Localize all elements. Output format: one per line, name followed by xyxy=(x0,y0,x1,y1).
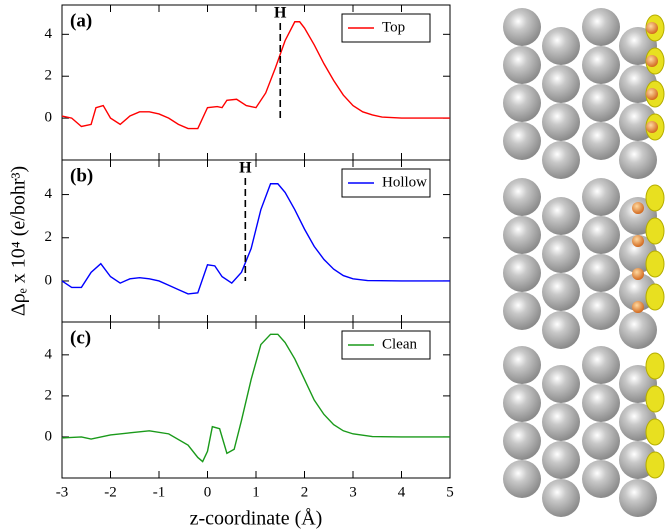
atom xyxy=(582,422,620,460)
atom xyxy=(582,84,620,122)
atom xyxy=(582,8,620,46)
x-tick-label: -3 xyxy=(56,484,69,500)
atom xyxy=(582,178,620,216)
density-blob xyxy=(645,418,665,446)
atom xyxy=(582,292,620,330)
atom xyxy=(542,65,580,103)
adatom xyxy=(632,235,644,247)
atom xyxy=(503,384,541,422)
atom xyxy=(503,292,541,330)
y-tick-label: 4 xyxy=(45,346,53,362)
atom xyxy=(619,141,657,179)
x-tick-label: 4 xyxy=(398,484,406,500)
atom xyxy=(503,8,541,46)
panel-label: (a) xyxy=(70,10,92,31)
atom xyxy=(542,103,580,141)
atom xyxy=(542,311,580,349)
atom xyxy=(582,346,620,384)
panel-label: (b) xyxy=(70,165,93,186)
atom xyxy=(503,46,541,84)
slab-image xyxy=(503,8,665,179)
atom xyxy=(503,422,541,460)
x-tick-label: 0 xyxy=(204,484,212,500)
atom xyxy=(503,254,541,292)
adatom xyxy=(646,55,658,67)
y-tick-label: 4 xyxy=(45,26,53,42)
atom xyxy=(582,216,620,254)
adatom xyxy=(646,22,658,34)
atom xyxy=(582,122,620,160)
density-blob xyxy=(645,184,665,212)
atom xyxy=(582,254,620,292)
annotation-text: H xyxy=(274,5,287,22)
y-tick-label: 0 xyxy=(45,272,53,288)
legend-label: Top xyxy=(382,19,405,35)
y-tick-label: 2 xyxy=(45,68,53,84)
atom xyxy=(542,27,580,65)
adatom xyxy=(646,88,658,100)
adatom xyxy=(646,121,658,133)
x-tick-label: -2 xyxy=(104,484,117,500)
x-tick-label: 5 xyxy=(446,484,454,500)
adatom xyxy=(632,301,644,313)
data-line xyxy=(61,333,450,463)
atom xyxy=(542,441,580,479)
atom xyxy=(542,403,580,441)
x-tick-label: -1 xyxy=(153,484,166,500)
adatom xyxy=(632,268,644,280)
annotation-text: H xyxy=(239,160,252,177)
atom xyxy=(542,365,580,403)
atom xyxy=(582,384,620,422)
density-blob xyxy=(645,217,665,245)
atom xyxy=(542,235,580,273)
atom xyxy=(542,141,580,179)
y-tick-label: 0 xyxy=(45,428,53,444)
atom xyxy=(619,479,657,517)
atom xyxy=(503,84,541,122)
atom xyxy=(619,311,657,349)
atom xyxy=(582,46,620,84)
atom xyxy=(503,216,541,254)
atom xyxy=(542,479,580,517)
legend-box xyxy=(341,13,431,43)
atom xyxy=(503,460,541,498)
slab-image xyxy=(503,346,665,517)
data-line xyxy=(61,183,450,295)
y-tick-label: 0 xyxy=(45,110,53,126)
panel-label: (c) xyxy=(70,327,91,348)
atom xyxy=(503,178,541,216)
x-axis-label: z-coordinate (Å) xyxy=(190,508,323,530)
density-blob xyxy=(645,250,665,278)
atom xyxy=(503,346,541,384)
atom xyxy=(582,460,620,498)
x-tick-label: 1 xyxy=(252,484,260,500)
y-tick-label: 2 xyxy=(45,229,53,245)
y-axis-label: Δρₑ x 10⁴ (e/bohr³) xyxy=(8,166,30,316)
density-blob xyxy=(645,451,665,479)
atom xyxy=(542,197,580,235)
y-tick-label: 4 xyxy=(45,186,53,202)
x-tick-label: 3 xyxy=(349,484,357,500)
atom xyxy=(542,273,580,311)
data-line xyxy=(61,21,450,130)
density-blob xyxy=(645,385,665,413)
slab-image xyxy=(503,178,665,349)
atom xyxy=(503,122,541,160)
legend-label: Clean xyxy=(382,336,417,352)
y-tick-label: 2 xyxy=(45,387,53,403)
density-blob xyxy=(645,283,665,311)
density-blob xyxy=(645,352,665,380)
x-tick-label: 2 xyxy=(301,484,309,500)
adatom xyxy=(632,202,644,214)
legend-label: Hollow xyxy=(382,174,427,190)
